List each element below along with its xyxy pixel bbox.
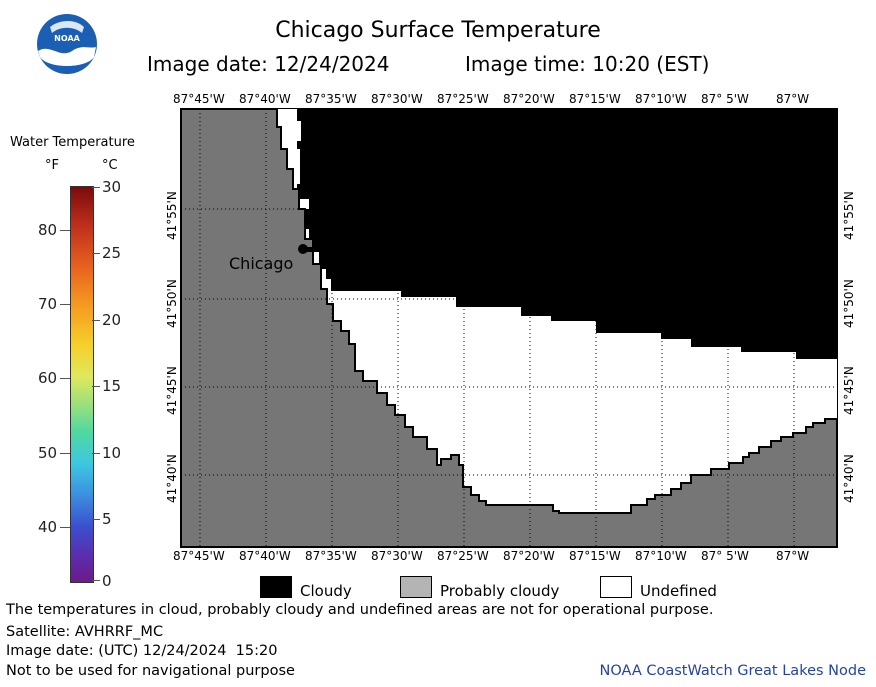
c-tick-0: 0 [102,572,112,590]
lon-label-top: 87°25'W [437,92,489,106]
f-tick-80: 80 [38,221,58,239]
pier-marker [303,247,325,252]
legend-swatch-undefined [600,576,632,598]
lat-label-right: 41°45'N [842,366,856,415]
c-tick-5: 5 [102,510,112,528]
lon-label-top: 87° 5'W [701,92,749,106]
city-label: Chicago [229,254,294,273]
lon-label-bottom: 87°15'W [569,549,621,563]
lon-label-top: 87°10'W [635,92,687,106]
lon-label-top: 87°45'W [173,92,225,106]
legend-label-cloudy: Cloudy [300,582,352,600]
lon-label-top: 87°20'W [503,92,555,106]
lon-label-top: 87°15'W [569,92,621,106]
temperature-colorbar [70,186,94,583]
disclaimer-note: The temperatures in cloud, probably clou… [6,602,714,618]
cloud-area [297,109,837,359]
scale-unit-c: °C [102,158,118,173]
map-svg [181,109,837,547]
c-tick-30: 30 [102,178,122,196]
legend-swatch-cloudy [260,576,292,598]
image-date: Image date: 12/24/2024 [147,52,390,76]
lon-label-bottom: 87°10'W [635,549,687,563]
lon-label-top: 87°35'W [305,92,357,106]
f-tick-60: 60 [38,369,58,387]
navigation-warning: Not to be used for navigational purpose [6,663,295,679]
logo-text: NOAA [54,34,80,43]
f-tick-40: 40 [38,518,58,536]
legend-swatch-probably-cloudy [400,576,432,598]
undefined-notch [281,121,301,141]
lon-label-top: 87°W [776,92,810,106]
scale-title: Water Temperature [10,135,135,150]
page-title: Chicago Surface Temperature [275,18,601,43]
lon-label-bottom: 87°20'W [503,549,555,563]
lat-label-right: 41°55'N [842,191,856,240]
lat-label-left: 41°40'N [165,454,179,503]
c-tick-15: 15 [102,377,122,395]
f-tick-70: 70 [38,295,58,313]
lon-label-top: 87°30'W [371,92,423,106]
lon-label-top: 87°40'W [239,92,291,106]
scale-unit-f: °F [45,158,59,173]
image-time: Image time: 10:20 (EST) [465,52,710,76]
land-area [181,109,837,547]
lon-label-bottom: 87° 5'W [701,549,749,563]
lat-label-right: 41°40'N [842,454,856,503]
f-tick-50: 50 [38,444,58,462]
lat-label-left: 41°55'N [165,191,179,240]
c-tick-20: 20 [102,311,122,329]
satellite-info: Satellite: AVHRRF_MC [6,624,164,640]
c-tick-25: 25 [102,244,122,262]
lon-label-bottom: 87°40'W [239,549,291,563]
lat-label-right: 41°50'N [842,279,856,328]
lon-label-bottom: 87°W [776,549,810,563]
lon-label-bottom: 87°25'W [437,549,489,563]
c-tick-10: 10 [102,444,122,462]
credit-text: NOAA CoastWatch Great Lakes Node [599,663,866,679]
map-panel: Chicago [180,108,838,548]
graticule [181,109,837,547]
lat-label-left: 41°45'N [165,366,179,415]
legend-label-undefined: Undefined [640,582,717,600]
legend-label-probably-cloudy: Probably cloudy [440,582,560,600]
lon-label-bottom: 87°30'W [371,549,423,563]
lat-label-left: 41°50'N [165,279,179,328]
noaa-logo: NOAA [36,13,98,75]
lon-label-bottom: 87°35'W [305,549,357,563]
lon-label-bottom: 87°45'W [173,549,225,563]
utc-date: Image date: (UTC) 12/24/2024 15:20 [6,643,278,659]
